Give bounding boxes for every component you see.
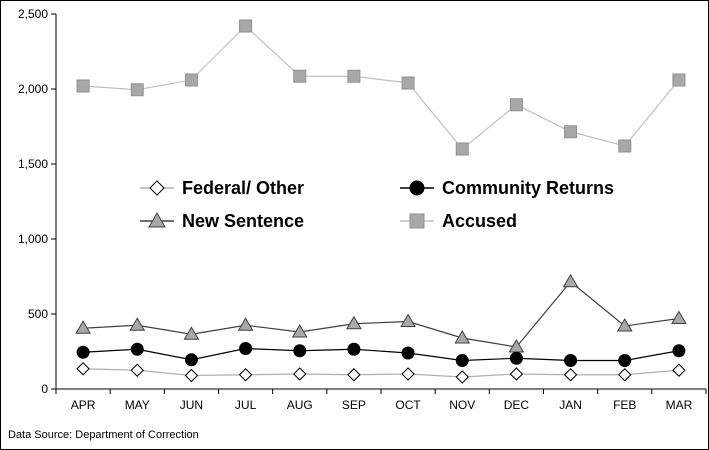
data-point-new-sentence: [291, 324, 308, 338]
legend-label: New Sentence: [182, 211, 304, 231]
x-tick-label: DEC: [504, 398, 530, 412]
data-point-federal-other: [130, 363, 144, 377]
data-point-accused: [130, 83, 144, 97]
data-point-community-returns: [184, 353, 198, 367]
data-point-new-sentence: [562, 273, 579, 288]
data-source-note: Data Source: Department of Correction: [8, 429, 199, 441]
axes: [51, 13, 707, 394]
data-point-community-returns: [401, 346, 415, 360]
legend-label: Federal/ Other: [182, 178, 304, 198]
y-tick-label: 2,000: [18, 82, 48, 96]
data-point-federal-other: [293, 367, 307, 381]
data-point-accused: [184, 73, 198, 87]
x-tick-label: MAY: [125, 398, 150, 412]
legend-marker: [149, 180, 165, 196]
series-federal-other: [76, 362, 686, 384]
legend-label: Accused: [442, 211, 517, 231]
y-tick-label: 500: [28, 307, 48, 321]
data-point-accused: [455, 142, 469, 156]
data-point-community-returns: [509, 351, 523, 365]
x-tick-label: AUG: [287, 398, 313, 412]
legend: Federal/ Other Community Returns New Sente…: [140, 178, 614, 231]
data-point-community-returns: [455, 354, 469, 367]
data-point-accused: [618, 139, 632, 153]
series-lines: [75, 19, 687, 384]
data-point-federal-other: [455, 370, 469, 384]
data-point-new-sentence: [671, 310, 687, 324]
data-point-accused: [401, 76, 415, 90]
legend-label: Community Returns: [442, 178, 614, 198]
data-point-federal-other: [672, 363, 686, 377]
y-tick-label: 2,500: [18, 7, 48, 21]
x-tick-label: MAR: [666, 398, 693, 412]
x-tick-label: APR: [71, 398, 96, 412]
data-point-new-sentence: [616, 318, 633, 332]
data-point-accused: [564, 125, 578, 139]
data-point-community-returns: [239, 342, 253, 355]
series-line-new-sentence: [83, 280, 679, 348]
legend-item-community-returns: Community Returns: [400, 178, 614, 198]
data-point-accused: [239, 19, 253, 33]
data-point-accused: [672, 73, 686, 87]
y-tick-label: 1,000: [18, 232, 48, 246]
data-point-community-returns: [130, 342, 144, 356]
data-point-accused: [76, 79, 90, 93]
series-line-federal-other: [83, 368, 679, 378]
data-point-community-returns: [293, 344, 307, 358]
data-point-new-sentence: [346, 315, 362, 330]
x-tick-label: NOV: [449, 398, 475, 412]
series-community-returns: [76, 342, 686, 367]
legend-marker: [409, 213, 425, 229]
data-point-federal-other: [618, 368, 632, 382]
data-point-new-sentence: [183, 326, 200, 340]
series-line-community-returns: [83, 347, 680, 362]
data-point-new-sentence: [237, 317, 254, 331]
data-point-new-sentence: [454, 330, 471, 344]
data-point-community-returns: [672, 344, 686, 358]
data-point-accused: [347, 69, 361, 83]
x-tick-label: JAN: [559, 398, 582, 412]
data-point-federal-other: [238, 368, 253, 382]
series-new-sentence: [75, 273, 687, 353]
data-point-new-sentence: [129, 317, 146, 331]
data-point-new-sentence: [400, 313, 416, 327]
data-point-federal-other: [184, 368, 199, 383]
legend-item-accused: Accused: [400, 211, 517, 231]
data-point-federal-other: [347, 368, 361, 382]
series-line-accused: [83, 25, 680, 150]
data-point-federal-other: [509, 367, 524, 381]
data-point-accused: [293, 69, 307, 83]
data-point-community-returns: [347, 342, 361, 356]
data-point-federal-other: [401, 367, 415, 381]
series-accused: [76, 19, 686, 156]
x-tick-label: OCT: [395, 398, 421, 412]
x-tick-label: JUL: [235, 398, 257, 412]
legend-item-new-sentence: New Sentence: [140, 211, 304, 231]
legend-marker: [409, 180, 425, 196]
x-tick-label: JUN: [180, 398, 203, 412]
data-point-community-returns: [618, 354, 632, 367]
data-point-new-sentence: [75, 320, 91, 334]
legend-marker: [148, 211, 166, 228]
data-point-accused: [509, 98, 523, 112]
data-point-federal-other: [563, 368, 578, 382]
y-tick-label: 0: [41, 382, 48, 396]
data-point-community-returns: [76, 345, 90, 359]
tick-labels: 0 500 1,000 1,500 2,000 2,500 APR MAY JUN JUL AUG S…: [18, 7, 693, 412]
legend-item-federal-other: Federal/ Other: [140, 178, 304, 198]
x-tick-label: SEP: [342, 398, 366, 412]
y-tick-label: 1,500: [18, 157, 48, 171]
data-point-community-returns: [564, 354, 578, 367]
data-point-federal-other: [76, 362, 90, 376]
x-tick-label: FEB: [613, 398, 636, 412]
